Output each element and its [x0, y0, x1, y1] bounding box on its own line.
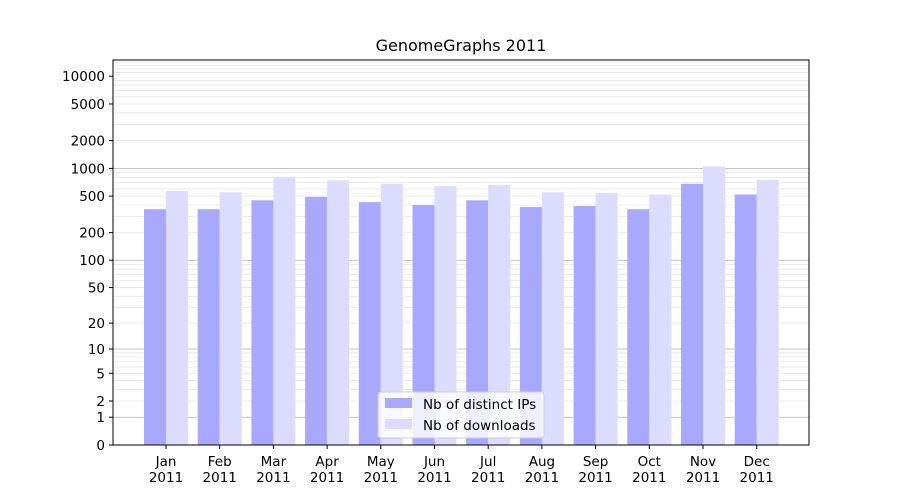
- x-tick-label-year: 2011: [740, 470, 774, 486]
- y-axis: 0 12 5 10 20 50 100 200 500 1000 2000 5000 10000: [62, 69, 113, 454]
- bar-distinct-ips: [573, 206, 596, 445]
- x-tick-label-month: Aug: [529, 454, 555, 470]
- y-tick-label: 20: [88, 316, 105, 332]
- bars: [144, 166, 779, 446]
- x-tick-label-year: 2011: [578, 470, 612, 486]
- x-tick-label-month: Jan: [155, 454, 177, 470]
- bar-downloads: [756, 179, 779, 445]
- bar-distinct-ips: [734, 194, 757, 445]
- x-tick-label-year: 2011: [149, 470, 183, 486]
- x-tick-label-year: 2011: [256, 470, 290, 486]
- x-tick-label-month: Mar: [261, 454, 287, 470]
- bar-distinct-ips: [197, 209, 220, 445]
- chart-title: GenomeGraphs 2011: [376, 36, 547, 55]
- legend-swatch: [385, 419, 412, 429]
- x-tick-label-year: 2011: [417, 470, 451, 486]
- legend-box: [377, 391, 545, 439]
- bar-downloads: [703, 166, 725, 446]
- bar-downloads: [380, 183, 403, 445]
- x-tick-label-month: Nov: [690, 454, 716, 470]
- x-tick-label-month: Feb: [208, 454, 232, 470]
- legend-swatch: [385, 398, 412, 408]
- bar-downloads: [273, 177, 296, 445]
- legend-label: Nb of distinct IPs: [423, 397, 536, 413]
- x-tick-label-year: 2011: [471, 470, 505, 486]
- bar-distinct-ips: [305, 196, 328, 445]
- y-tick-label: 2000: [71, 134, 105, 150]
- bar-downloads: [649, 194, 672, 445]
- bar-downloads: [434, 186, 457, 446]
- x-tick-label-year: 2011: [686, 470, 720, 486]
- x-tick-label-month: Dec: [744, 454, 770, 470]
- y-tick-label: 0: [96, 438, 105, 454]
- bar-distinct-ips: [358, 202, 381, 445]
- bar-downloads: [166, 190, 188, 445]
- x-tick-label-year: 2011: [310, 470, 344, 486]
- x-tick-label-month: May: [367, 454, 395, 470]
- x-tick-label-month: Oct: [638, 454, 661, 470]
- bar-distinct-ips: [627, 209, 650, 445]
- y-tick-label: 500: [79, 189, 105, 205]
- y-tick-label: 5: [96, 366, 105, 382]
- x-tick-label-year: 2011: [203, 470, 237, 486]
- legend-label: Nb of downloads: [423, 418, 536, 434]
- bar-downloads: [219, 192, 242, 445]
- bar-downloads: [541, 192, 564, 445]
- bar-distinct-ips: [519, 207, 542, 445]
- y-tick-label: 50: [88, 281, 105, 297]
- x-tick-label-year: 2011: [525, 470, 559, 486]
- bar-distinct-ips: [251, 200, 274, 445]
- bar-distinct-ips: [681, 183, 703, 445]
- x-tick-label-month: Sep: [583, 454, 608, 470]
- x-tick-label-year: 2011: [364, 470, 398, 486]
- x-tick-label-year: 2011: [632, 470, 666, 486]
- bar-distinct-ips: [466, 200, 489, 445]
- y-tick-label: 1: [96, 410, 105, 426]
- bar-distinct-ips: [412, 205, 435, 445]
- x-tick-label-month: Apr: [315, 454, 339, 470]
- y-tick-label: 100: [79, 253, 105, 269]
- bar-downloads: [327, 180, 350, 445]
- y-tick-label: 5000: [71, 97, 105, 113]
- y-tick-label: 10: [88, 342, 105, 358]
- legend: Nb of distinct IPs Nb of downloads: [377, 391, 545, 439]
- y-tick-label: 10000: [62, 69, 105, 85]
- y-tick-label: 1000: [71, 161, 105, 177]
- bar-distinct-ips: [144, 209, 166, 445]
- plot-frame: [112, 59, 810, 446]
- x-tick-label-month: Jun: [423, 454, 445, 470]
- x-axis: Jan2011Feb2011Mar2011Apr2011May2011Jun20…: [149, 445, 774, 486]
- bar-downloads: [488, 185, 511, 445]
- y-tick-label: 200: [79, 226, 105, 242]
- x-tick-label-month: Jul: [479, 454, 496, 470]
- bar-downloads: [595, 193, 618, 445]
- y-tick-label: 2: [96, 394, 105, 410]
